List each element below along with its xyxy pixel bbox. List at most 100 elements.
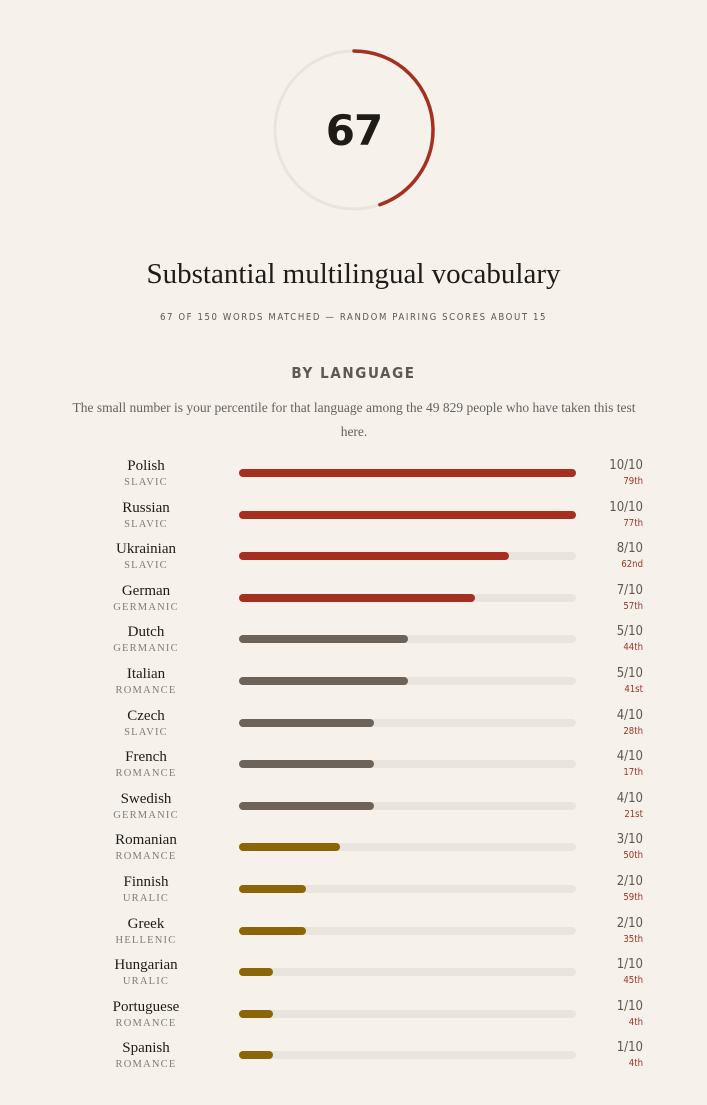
score-bar-fill	[239, 676, 408, 685]
language-percentile: 4th	[628, 1058, 643, 1070]
score-bar-track	[239, 843, 576, 852]
language-percentile: 50th	[623, 850, 643, 862]
score-bar-fill	[239, 718, 374, 727]
score-bar-fill	[239, 968, 273, 977]
language-family: ROMANCE	[115, 1017, 177, 1029]
language-name: Dutch	[127, 624, 165, 641]
score-bar-fill	[239, 884, 307, 893]
language-name: Ukrainian	[116, 541, 176, 558]
language-score: 7/10	[616, 582, 643, 598]
language-family: ROMANCE	[115, 1059, 177, 1071]
language-percentile: 77th	[623, 517, 643, 529]
language-row: French ROMANCE 4/10 17th	[0, 747, 707, 789]
score-bar-fill	[239, 760, 374, 769]
language-family: GERMANIC	[113, 601, 179, 613]
score-bar-track	[239, 801, 576, 810]
result-subline: 67 OF 150 WORDS MATCHED — RANDOM PAIRING…	[159, 312, 548, 323]
score-bar-track	[239, 676, 576, 685]
language-percentile: 62nd	[621, 559, 643, 571]
language-row: Ukrainian SLAVIC 8/10 62nd	[0, 539, 707, 581]
score-bar-track	[239, 926, 576, 935]
score-bar-track	[239, 718, 576, 727]
language-percentile: 45th	[623, 975, 643, 987]
language-percentile: 4th	[628, 1016, 643, 1028]
language-row: Swedish GERMANIC 4/10 21st	[0, 789, 707, 831]
language-name: Hungarian	[114, 957, 178, 974]
language-row: Greek HELLENIC 2/10 35th	[0, 914, 707, 956]
score-bar-track	[239, 884, 576, 893]
language-list: Polish SLAVIC 10/10 79th Russian SLAVIC 10/10 7…	[0, 456, 707, 1080]
score-bar-fill	[239, 1009, 273, 1018]
score-bar-track	[239, 1009, 576, 1018]
language-row: Polish SLAVIC 10/10 79th	[0, 456, 707, 498]
language-family: ROMANCE	[115, 768, 177, 780]
language-score: 10/10	[609, 499, 643, 515]
score-bar-track	[239, 469, 576, 477]
section-note: The small number is your percentile for …	[72, 400, 636, 439]
language-score: 4/10	[616, 790, 643, 806]
score-bar-fill	[239, 926, 307, 935]
language-row: Italian ROMANCE 5/10 41st	[0, 664, 707, 706]
score-bar-track	[239, 593, 576, 602]
language-family: SLAVIC	[124, 477, 168, 488]
score-bar-fill	[239, 593, 475, 602]
language-percentile: 79th	[623, 476, 643, 487]
language-name: German	[121, 582, 171, 599]
language-percentile: 28th	[623, 725, 643, 737]
language-family: URALIC	[122, 976, 170, 988]
language-row: Hungarian URALIC 1/10 45th	[0, 955, 707, 997]
language-percentile: 57th	[623, 600, 643, 612]
score-bar-track	[239, 510, 576, 519]
score-bar-track	[239, 1051, 576, 1060]
language-row: Spanish ROMANCE 1/10 4th	[0, 1038, 707, 1080]
language-family: GERMANIC	[113, 809, 179, 821]
score-bar-fill	[239, 1051, 273, 1060]
language-score: 2/10	[616, 873, 643, 889]
language-family: HELLENIC	[115, 934, 177, 946]
score-bar-fill	[239, 635, 408, 644]
score-bar-fill	[239, 552, 509, 561]
section-title: BY LANGUAGE	[291, 364, 416, 382]
language-row: Russian SLAVIC 10/10 77th	[0, 498, 707, 540]
language-name: Portuguese	[112, 998, 180, 1015]
language-percentile: 17th	[623, 767, 643, 779]
language-family: SLAVIC	[124, 560, 168, 572]
score-ring: 67	[272, 48, 436, 212]
language-score: 5/10	[616, 665, 643, 681]
score-bar-fill	[239, 843, 341, 852]
language-row: Portuguese ROMANCE 1/10 4th	[0, 997, 707, 1039]
language-name: Finnish	[123, 873, 169, 890]
language-score: 5/10	[616, 624, 643, 640]
language-row: Dutch GERMANIC 5/10 44th	[0, 622, 707, 664]
score-ring-arc	[273, 49, 435, 211]
language-percentile: 59th	[623, 891, 643, 903]
language-score: 8/10	[616, 541, 643, 557]
language-percentile: 44th	[623, 642, 643, 654]
language-score: 3/10	[616, 832, 643, 848]
score-value: 67	[325, 105, 383, 155]
language-percentile: 21st	[624, 808, 643, 820]
language-family: SLAVIC	[124, 726, 168, 738]
language-score: 4/10	[616, 749, 643, 765]
language-name: French	[125, 749, 167, 766]
language-family: ROMANCE	[115, 851, 177, 863]
score-bar-track	[239, 760, 576, 769]
language-score: 1/10	[616, 998, 643, 1014]
language-name: Czech	[127, 707, 165, 724]
score-bar-fill	[239, 801, 374, 810]
score-bar-track	[239, 635, 576, 644]
language-family: URALIC	[122, 892, 170, 904]
language-row: Romanian ROMANCE 3/10 50th	[0, 830, 707, 872]
score-bar-fill	[239, 469, 576, 477]
language-family: SLAVIC	[124, 518, 168, 530]
score-bar-fill	[239, 510, 576, 519]
language-name: Romanian	[115, 832, 177, 849]
score-ring-graphic	[273, 49, 435, 211]
language-percentile: 41st	[624, 683, 643, 695]
score-bar-track	[239, 968, 576, 977]
result-headline: Substantial multilingual vocabulary	[146, 258, 561, 290]
language-name: Swedish	[120, 790, 172, 807]
language-row: Czech SLAVIC 4/10 28th	[0, 706, 707, 748]
language-name: Spanish	[122, 1040, 170, 1057]
